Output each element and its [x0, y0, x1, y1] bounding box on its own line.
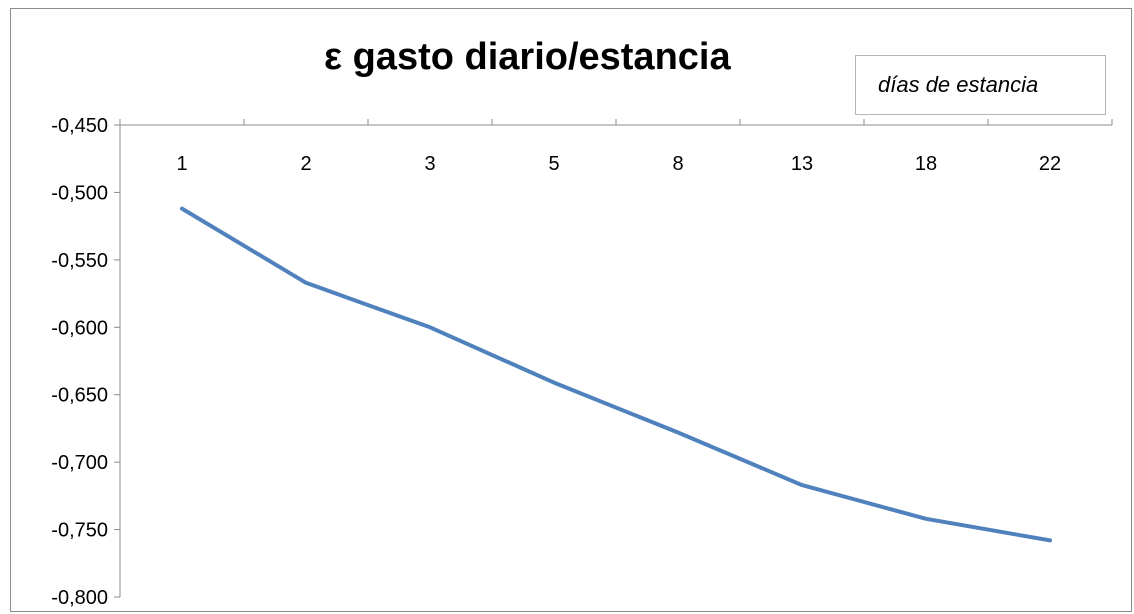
y-tick-label: -0,650 [51, 385, 108, 407]
x-tick-label: 22 [1039, 153, 1061, 175]
chart-title: ε gasto diario/estancia [324, 36, 731, 78]
y-tick-label: -0,700 [51, 452, 108, 474]
legend-entry-label: días de estancia [878, 72, 1039, 97]
x-tick-label: 5 [548, 153, 559, 175]
x-tick-label: 3 [424, 153, 435, 175]
y-tick-label: -0,750 [51, 520, 108, 542]
x-tick-label: 13 [791, 153, 813, 175]
x-tick-label: 8 [672, 153, 683, 175]
y-tick-label: -0,600 [51, 317, 108, 339]
y-tick-label: -0,450 [51, 115, 108, 137]
y-tick-label: -0,800 [51, 587, 108, 609]
series-line [180, 206, 1052, 543]
x-tick-label: 18 [915, 153, 937, 175]
y-tick-label: -0,500 [51, 182, 108, 204]
x-tick-label: 1 [176, 153, 187, 175]
y-tick-label: -0,550 [51, 250, 108, 272]
x-tick-label: 2 [300, 153, 311, 175]
legend: días de estancia [855, 55, 1106, 115]
